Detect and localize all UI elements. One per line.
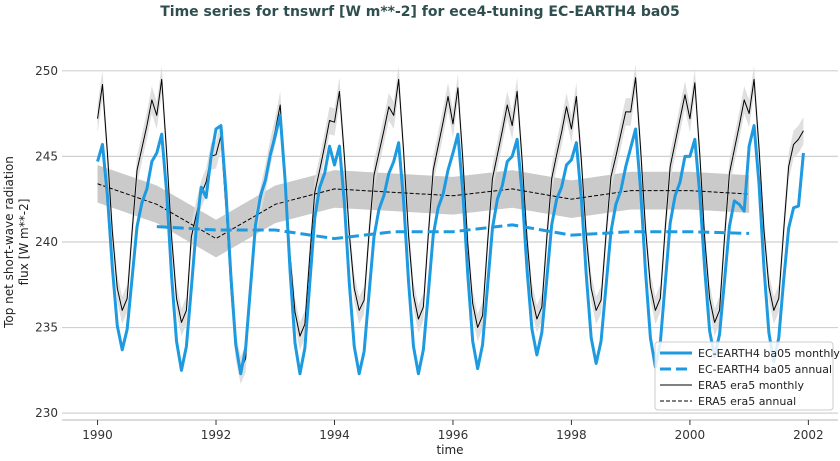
x-tick-label: 2000 xyxy=(675,428,706,442)
y-tick-label: 250 xyxy=(35,64,58,78)
x-axis-label: time xyxy=(436,443,463,457)
x-tick-label: 1990 xyxy=(82,428,113,442)
x-tick-label: 1994 xyxy=(319,428,350,442)
x-tick-label: 1992 xyxy=(201,428,232,442)
y-axis-label-line2: flux [W m**-2] xyxy=(17,199,31,286)
y-tick-label: 245 xyxy=(35,149,58,163)
chart-title: Time series for tnswrf [W m**-2] for ece… xyxy=(160,4,680,20)
legend-label: EC-EARTH4 ba05 monthly xyxy=(698,347,840,360)
y-tick-label: 235 xyxy=(35,321,58,335)
x-tick-label: 2002 xyxy=(793,428,824,442)
y-axis-label-line1: Top net short-wave radiation xyxy=(2,156,16,329)
legend-label: EC-EARTH4 ba05 annual xyxy=(698,363,832,376)
legend-label: ERA5 era5 monthly xyxy=(698,379,804,392)
x-tick-label: 1998 xyxy=(556,428,587,442)
x-tick-label: 1996 xyxy=(438,428,469,442)
legend: EC-EARTH4 ba05 monthly EC-EARTH4 ba05 ann… xyxy=(655,342,840,410)
legend-label: ERA5 era5 annual xyxy=(698,395,796,408)
y-tick-label: 240 xyxy=(35,235,58,249)
y-tick-label: 230 xyxy=(35,406,58,420)
